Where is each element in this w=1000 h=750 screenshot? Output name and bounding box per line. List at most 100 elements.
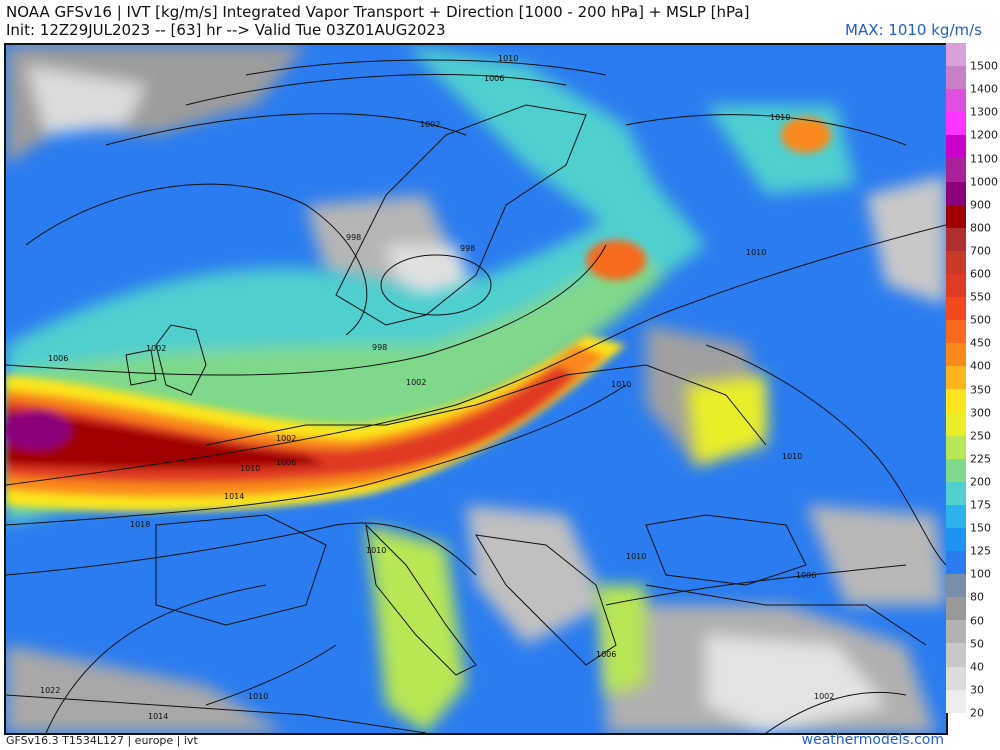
isobar-line bbox=[245, 59, 607, 76]
colorbar-swatch bbox=[946, 250, 966, 274]
colorbar-tick-label: 900 bbox=[970, 198, 991, 212]
colorbar-swatch bbox=[946, 89, 966, 113]
site-credit: weathermodels.com bbox=[801, 732, 944, 748]
colorbar-swatch bbox=[946, 135, 966, 159]
isobar-line bbox=[765, 691, 907, 733]
colorbar-tick-label: 80 bbox=[970, 590, 984, 604]
isobar-label: 1010 bbox=[611, 380, 631, 389]
coast-balkans bbox=[475, 534, 617, 666]
coast-north-africa bbox=[6, 694, 427, 733]
isobar-line bbox=[6, 244, 607, 376]
isobar-line bbox=[625, 114, 907, 146]
map-canvas: 1010 1006 1002 1010 998 1010 998 998 100… bbox=[6, 45, 946, 733]
isobar-line bbox=[105, 113, 467, 146]
colorbar-swatch bbox=[946, 112, 966, 136]
max-value-label: MAX: 1010 kg/m/s bbox=[845, 21, 982, 39]
colorbar-tick-label: 100 bbox=[970, 567, 991, 581]
colorbar-swatch bbox=[946, 158, 966, 182]
isobars bbox=[6, 59, 946, 733]
colorbar-tick-label: 1200 bbox=[970, 128, 998, 142]
isobar-label: 1018 bbox=[130, 520, 150, 529]
colorbar-swatch bbox=[946, 574, 966, 598]
colorbar-tick-label: 125 bbox=[970, 544, 991, 558]
dry-area-greenland-core bbox=[26, 65, 146, 135]
isobar-line bbox=[185, 74, 567, 106]
ivt-colorbar-labels: 1500 1400 1300 1200 1100 1000 900 800 700 600 550 5… bbox=[966, 43, 1000, 720]
ivt-max-kola bbox=[781, 117, 831, 153]
coast-ireland bbox=[125, 349, 157, 386]
colorbar-swatch bbox=[946, 643, 966, 667]
ivt-max-core bbox=[6, 410, 71, 450]
colorbar-tick-label: 1400 bbox=[970, 82, 998, 96]
colorbar-tick-label: 1100 bbox=[970, 152, 998, 166]
colorbar-swatch bbox=[946, 297, 966, 321]
colorbar-tick-label: 300 bbox=[970, 406, 991, 420]
isobar-label: 1006 bbox=[596, 650, 616, 659]
colorbar-swatch bbox=[946, 343, 966, 367]
colorbar-tick-label: 600 bbox=[970, 267, 991, 281]
colorbar-swatch bbox=[946, 366, 966, 390]
model-info: GFSv16.3 T1534L127 | europe | ivt bbox=[6, 734, 198, 747]
coast-black-sea bbox=[645, 514, 807, 586]
colorbar-swatch bbox=[946, 481, 966, 505]
coastlines bbox=[6, 104, 927, 733]
isobar-line bbox=[705, 344, 946, 566]
colorbar-tick-label: 1000 bbox=[970, 175, 998, 189]
colorbar-swatch bbox=[946, 527, 966, 552]
map-title: NOAA GFSv16 | IVT [kg/m/s] Integrated Va… bbox=[6, 3, 750, 21]
isobar-label: 1006 bbox=[276, 458, 296, 467]
moisture-plume-italy bbox=[366, 525, 466, 733]
coast-italy bbox=[365, 523, 477, 676]
ivt-max-baltic bbox=[586, 240, 646, 280]
colorbar-swatch bbox=[946, 320, 966, 344]
colorbar-tick-label: 800 bbox=[970, 221, 991, 235]
colorbar-tick-label: 400 bbox=[970, 359, 991, 373]
coast-iberia bbox=[155, 514, 327, 626]
coast-scandinavia bbox=[335, 104, 587, 326]
moisture-plume-ukraine bbox=[686, 375, 766, 465]
isobar-label: 1014 bbox=[224, 492, 244, 501]
isobar-label: 1010 bbox=[240, 464, 260, 473]
dry-area-balkans bbox=[466, 505, 606, 645]
dry-area-north-africa bbox=[6, 645, 286, 733]
isobar-label: 1002 bbox=[406, 378, 426, 387]
coast-uk bbox=[155, 324, 207, 396]
colorbar-swatch bbox=[946, 551, 966, 575]
isobar-label: 1002 bbox=[276, 434, 296, 443]
atmospheric-river-darkred-core bbox=[6, 410, 326, 469]
colorbar-tick-label: 1300 bbox=[970, 105, 998, 119]
colorbar-swatch bbox=[946, 66, 966, 90]
colorbar-tick-label: 550 bbox=[970, 290, 991, 304]
isobar-label: 1010 bbox=[782, 452, 802, 461]
colorbar-tick-label: 225 bbox=[970, 452, 991, 466]
colorbar-swatch bbox=[946, 458, 966, 482]
isobar-line bbox=[25, 183, 368, 336]
colorbar-swatch bbox=[946, 43, 966, 67]
isobar-label: 1014 bbox=[148, 712, 168, 721]
dry-area-caspian bbox=[806, 505, 946, 605]
isobar-label: 1010 bbox=[366, 546, 386, 555]
colorbar-tick-label: 1500 bbox=[970, 59, 998, 73]
coast-black-sea-south bbox=[645, 584, 927, 646]
isobar-label: 1006 bbox=[48, 354, 68, 363]
isobar-label: 1010 bbox=[746, 248, 766, 257]
isobar-line bbox=[45, 584, 267, 733]
colorbar-swatch bbox=[946, 620, 966, 644]
colorbar-tick-label: 150 bbox=[970, 521, 991, 535]
isobar-label: 1010 bbox=[498, 54, 518, 63]
colorbar-swatch bbox=[946, 227, 966, 251]
isobar-labels: 1010 1006 1002 1010 998 1010 998 998 100… bbox=[40, 54, 834, 721]
isobar-label: 1002 bbox=[420, 120, 440, 129]
isobar-line bbox=[6, 384, 627, 526]
isobar-line bbox=[6, 224, 946, 486]
colorbar-tick-label: 200 bbox=[970, 475, 991, 489]
isobar-line bbox=[205, 644, 337, 706]
colorbar-swatch bbox=[946, 412, 966, 436]
colorbar-tick-label: 50 bbox=[970, 637, 984, 651]
colorbar-swatch bbox=[946, 504, 966, 528]
colorbar-tick-label: 500 bbox=[970, 313, 991, 327]
colorbar-swatch bbox=[946, 666, 966, 690]
moisture-plume-norway-sea bbox=[406, 45, 656, 225]
dry-area-urals bbox=[866, 175, 946, 305]
isobar-label: 1010 bbox=[626, 552, 646, 561]
